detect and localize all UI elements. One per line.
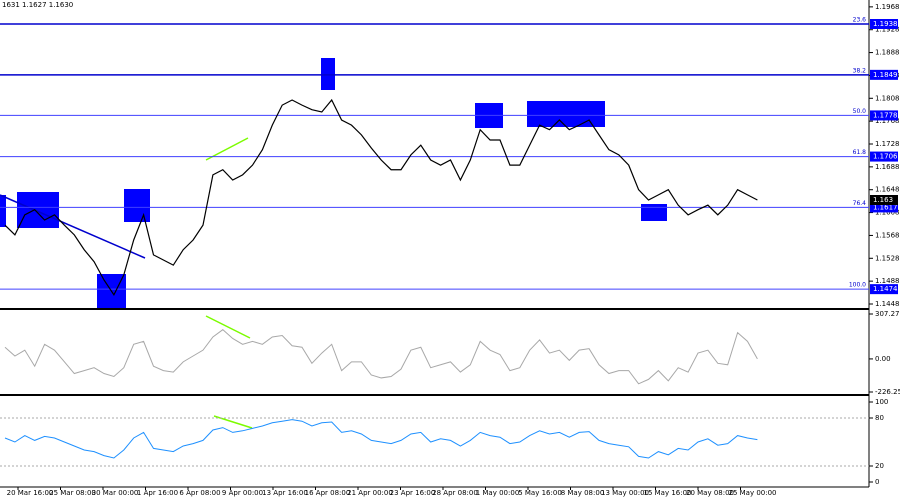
x-tick-label: 25 Mar 08:00: [49, 489, 96, 497]
fib-label: 50.0: [853, 108, 867, 115]
level-tag-label: 1.1617: [873, 203, 898, 211]
zone-box: [527, 101, 605, 127]
x-tick-label: 1 Apr 16:00: [137, 489, 178, 497]
y-tick-label: 1.1888: [875, 49, 900, 57]
x-tick-label: 8 May 08:00: [561, 489, 605, 497]
y-tick-label: 0: [875, 478, 879, 486]
level-tag-label: 1.1938: [873, 20, 898, 28]
last-price-label: 1.163: [873, 196, 893, 204]
y-tick-label: 1.1768: [875, 117, 900, 125]
y-tick-label: 20: [875, 462, 884, 470]
x-tick-label: 30 Mar 00:00: [92, 489, 139, 497]
fib-label: 76.4: [853, 200, 867, 207]
zone-box: [641, 204, 667, 221]
y-tick-label: 1.1448: [875, 300, 900, 308]
y-tick-label: 1.1728: [875, 140, 900, 148]
x-tick-label: 20 May 08:00: [686, 489, 734, 497]
y-tick-label: 1.1928: [875, 26, 900, 34]
x-tick-label: 9 Apr 00:00: [222, 489, 263, 497]
zone-box: [321, 58, 335, 90]
x-tick-label: 21 Apr 00:00: [347, 489, 393, 497]
y-tick-label: 1.1808: [875, 94, 900, 102]
level-tag-label: 1.1849: [873, 71, 898, 79]
series-line: [4, 329, 758, 385]
x-tick-label: 5 May 16:00: [518, 489, 562, 497]
x-tick-label: 15 May 16:00: [643, 489, 691, 497]
level-tag: [870, 284, 898, 295]
y-tick-label: 1.1968: [875, 3, 900, 11]
y-tick-label: 307.2712: [875, 310, 900, 318]
y-tick-label: 0.00: [875, 355, 891, 363]
x-tick-label: 23 Apr 16:00: [390, 489, 436, 497]
fib-label: 38.2: [853, 67, 867, 74]
zone-box: [0, 195, 6, 227]
series-line: [4, 419, 758, 459]
last-price-tag: [870, 195, 898, 205]
x-tick-label: 13 May 00:00: [601, 489, 649, 497]
x-tick-label: 28 Apr 08:00: [432, 489, 478, 497]
y-tick-label: 80: [875, 414, 884, 422]
level-tag: [870, 69, 898, 80]
y-tick-label: -226.256: [875, 388, 900, 396]
level-tag-label: 1.1474: [873, 285, 898, 293]
divergence-line: [205, 315, 251, 339]
level-tag: [870, 110, 898, 121]
fib-label: 61.8: [853, 149, 867, 156]
y-tick-label: 1.1688: [875, 163, 900, 171]
level-tag: [870, 202, 898, 213]
level-tag: [870, 151, 898, 162]
level-tag: [870, 19, 898, 29]
y-tick-label: 1.1608: [875, 209, 900, 217]
y-tick-label: 1.1648: [875, 186, 900, 194]
x-tick-label: 13 Apr 16:00: [262, 489, 308, 497]
x-tick-label: 20 Mar 16:00: [7, 489, 54, 497]
plot-area: [0, 0, 869, 486]
y-tick-label: 1.1488: [875, 277, 900, 285]
y-tick-label: 1.1568: [875, 231, 900, 239]
y-tick-label: 1.1528: [875, 254, 900, 262]
fib-label: 23.6: [853, 17, 867, 24]
x-tick-label: 16 Apr 08:00: [305, 489, 351, 497]
zone-box: [124, 189, 150, 222]
fib-label: 100.0: [849, 282, 866, 289]
zone-box: [17, 192, 59, 228]
x-tick-label: 6 Apr 08:00: [179, 489, 220, 497]
level-tag-label: 1.1706: [873, 153, 898, 161]
ohlc-header: 1631 1.1627 1.1630: [2, 1, 73, 9]
y-tick-label: 100: [875, 398, 888, 406]
x-tick-label: 25 May 00:00: [728, 489, 776, 497]
level-tag-label: 1.1778: [873, 111, 898, 119]
trend-line: [0, 194, 146, 259]
series-line: [4, 98, 758, 297]
x-tick-label: 1 May 00:00: [476, 489, 520, 497]
